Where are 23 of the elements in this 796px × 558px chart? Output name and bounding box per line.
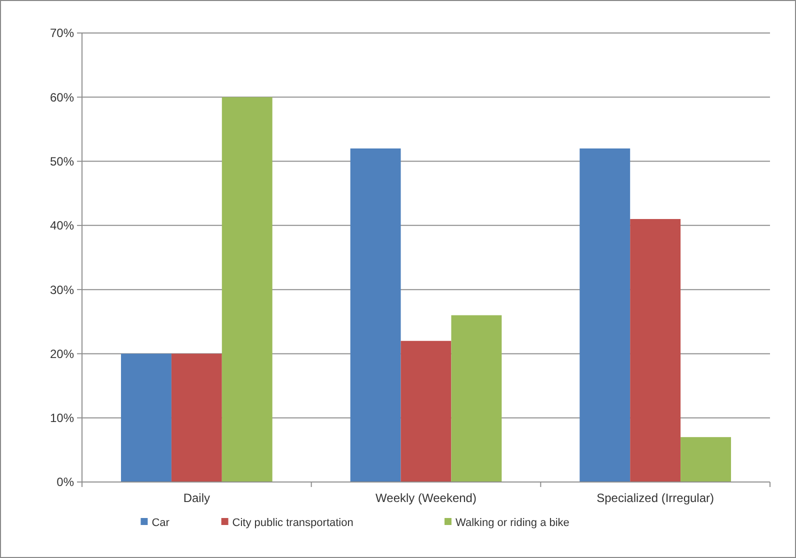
bar: [171, 354, 222, 482]
x-tick-label: Weekly (Weekend): [376, 491, 476, 505]
y-tick-label: 70%: [50, 26, 74, 40]
bar: [630, 219, 681, 482]
y-tick-label: 50%: [50, 154, 74, 168]
y-tick-label: 60%: [50, 90, 74, 104]
bar: [350, 148, 401, 482]
legend-label: City public transportation: [232, 516, 354, 529]
y-tick-label: 20%: [50, 346, 74, 361]
legend-label: Car: [152, 516, 170, 529]
x-tick-label: Daily: [183, 491, 210, 505]
bar: [680, 437, 732, 482]
bar: [580, 148, 630, 482]
y-tick-label: 0%: [56, 475, 74, 490]
bar: [120, 354, 172, 482]
bar: [222, 97, 272, 482]
x-tick-label: Specialized (Irregular): [596, 491, 714, 505]
y-tick-label: 30%: [50, 282, 74, 297]
y-tick-label: 40%: [50, 218, 74, 233]
legend-label: Walking or riding a bike: [456, 516, 570, 529]
bar: [400, 340, 452, 482]
y-tick-label: 10%: [50, 411, 74, 426]
bar: [451, 315, 502, 482]
